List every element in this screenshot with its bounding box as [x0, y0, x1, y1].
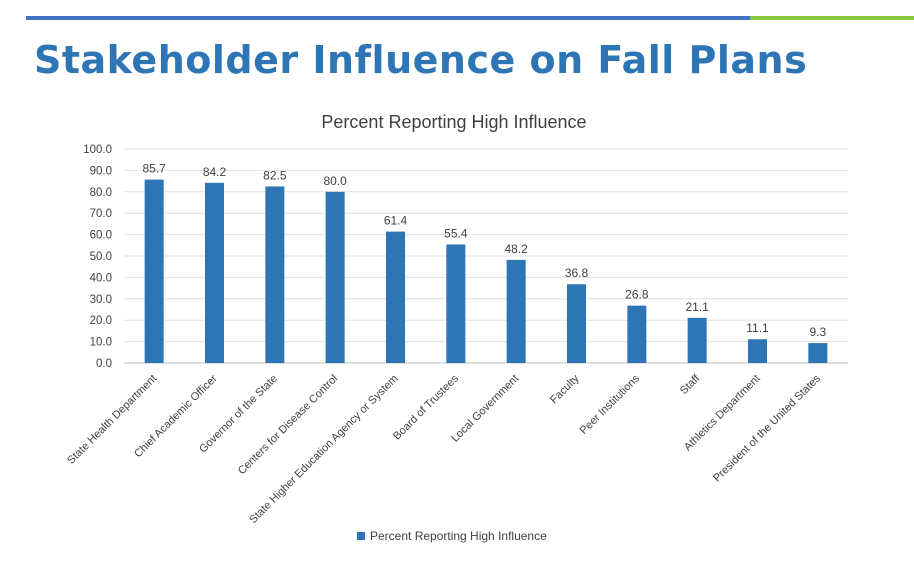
y-tick-label: 10.0: [90, 337, 112, 349]
x-tick-label: Board of Trustees: [391, 372, 461, 442]
bar: [386, 231, 405, 363]
title-underline-blue: [26, 16, 750, 20]
bar: [325, 191, 345, 363]
x-tick-label: Local Government: [449, 373, 521, 445]
data-label: 11.1: [746, 321, 769, 335]
bar: [506, 259, 526, 363]
y-tick-label: 40.0: [90, 272, 112, 284]
data-label: 85.7: [142, 162, 166, 176]
x-tick-label: Staff: [678, 372, 703, 397]
x-tick-label: Faculty: [548, 372, 582, 406]
title-underline-green: [750, 16, 914, 20]
chart-gridlines: [124, 148, 848, 364]
data-labels: 85.7 84.2 82.5 80.0 61.4 55.4 48.2 36.8 26.8 21.1…: [142, 162, 826, 339]
bar: [808, 343, 828, 363]
data-label: 36.8: [565, 266, 589, 280]
y-tick-label: 100.0: [83, 144, 112, 156]
chart-bars: [144, 179, 828, 363]
x-tick-label: Peer Institutions: [578, 372, 643, 437]
y-tick-label: 70.0: [90, 208, 112, 220]
data-label: 55.4: [444, 226, 468, 240]
y-tick-label: 80.0: [90, 187, 112, 199]
y-tick-label: 90.0: [90, 165, 112, 177]
bar: [205, 182, 224, 363]
x-tick-label: Centers for Disease Control: [236, 373, 340, 477]
bar: [627, 305, 647, 363]
data-label: 61.4: [384, 214, 408, 228]
bar: [567, 284, 586, 363]
data-label: 84.2: [203, 165, 227, 179]
data-label: 48.2: [504, 242, 528, 256]
bar: [265, 186, 285, 363]
y-tick-label: 30.0: [90, 294, 112, 306]
y-tick-label: 0.0: [96, 358, 112, 370]
data-label: 26.8: [625, 288, 649, 302]
chart-title: Percent Reporting High Influence: [321, 112, 586, 132]
title-underline: [26, 16, 914, 20]
data-label: 82.5: [263, 168, 287, 182]
bar: [687, 317, 707, 363]
y-tick-label: 20.0: [90, 315, 112, 327]
slide-title: Stakeholder Influence on Fall Plans: [34, 38, 808, 82]
legend-swatch: [357, 532, 365, 540]
chart-legend: Percent Reporting High Influence: [357, 529, 547, 543]
data-label: 80.0: [323, 174, 347, 188]
data-label: 21.1: [685, 300, 709, 314]
bar: [748, 339, 767, 363]
bar: [446, 244, 466, 363]
y-tick-label: 60.0: [90, 230, 112, 242]
legend-label: Percent Reporting High Influence: [370, 529, 547, 543]
bar: [144, 179, 164, 363]
y-tick-label: 50.0: [90, 251, 112, 263]
x-tick-label: President of the United States: [711, 372, 823, 484]
y-axis: 0.0 10.0 20.0 30.0 40.0 50.0 60.0 70.0 80.0 90.0 1…: [83, 144, 112, 370]
data-label: 9.3: [809, 325, 826, 339]
